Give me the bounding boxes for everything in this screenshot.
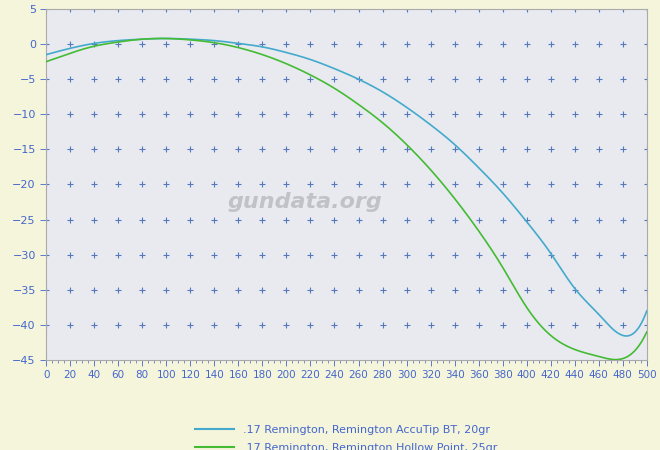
Legend: .17 Remington, Remington AccuTip BT, 20gr, .17 Remington, Remington Hollow Point: .17 Remington, Remington AccuTip BT, 20g… (195, 425, 498, 450)
Text: gundata.org: gundata.org (227, 192, 382, 212)
